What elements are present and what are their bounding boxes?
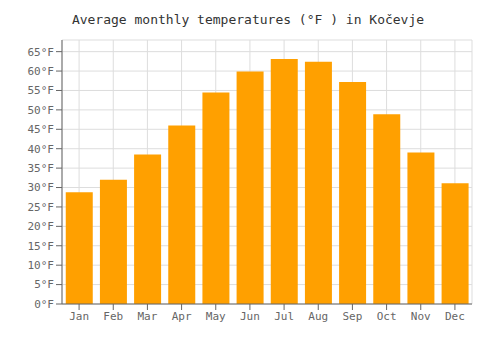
svg-text:Dec: Dec [445,310,465,323]
svg-text:50°F: 50°F [28,104,55,117]
svg-text:May: May [206,310,226,323]
svg-text:30°F: 30°F [28,181,55,194]
svg-text:Jun: Jun [240,310,260,323]
svg-text:Aug: Aug [308,310,328,323]
svg-text:Oct: Oct [377,310,397,323]
svg-text:Sep: Sep [342,310,362,323]
svg-text:55°F: 55°F [28,84,55,97]
svg-text:65°F: 65°F [28,46,55,59]
svg-text:35°F: 35°F [28,162,55,175]
svg-text:Nov: Nov [411,310,431,323]
svg-text:45°F: 45°F [28,123,55,136]
svg-text:10°F: 10°F [28,259,55,272]
svg-text:Apr: Apr [172,310,192,323]
html-text:Average monthly temperatures (: Average monthly temperatures (°F ) in Ko… [71,12,425,27]
svg-text:20°F: 20°F [28,220,55,233]
svg-text:5°F: 5°F [34,278,54,291]
svg-text:Mar: Mar [137,310,157,323]
svg-text:0°F: 0°F [34,298,54,311]
svg-text:25°F: 25°F [28,201,55,214]
svg-text:Jul: Jul [274,310,294,323]
svg-text:15°F: 15°F [28,240,55,253]
svg-text:Jan: Jan [69,310,89,323]
svg-text:60°F: 60°F [28,65,55,78]
svg-text:40°F: 40°F [28,143,55,156]
svg-text:Feb: Feb [103,310,123,323]
